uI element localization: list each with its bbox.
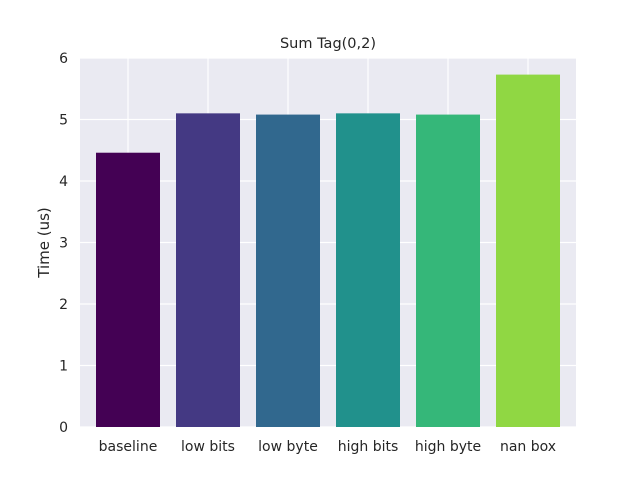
y-tick-label: 5 xyxy=(59,113,68,129)
x-tick-label: nan box xyxy=(500,439,556,455)
y-tick-label: 2 xyxy=(59,297,68,313)
y-tick-label: 3 xyxy=(59,236,68,252)
x-axis-ticks: baseline low bits low byte high bits high by… xyxy=(99,439,556,455)
bar-low-byte xyxy=(256,114,320,427)
bar-high-byte xyxy=(416,114,480,427)
bar-high-bits xyxy=(336,113,400,427)
y-tick-label: 0 xyxy=(59,420,68,436)
x-tick-label: high bits xyxy=(338,439,399,455)
bar-low-bits xyxy=(176,113,240,427)
y-tick-label: 4 xyxy=(59,174,68,190)
y-tick-label: 1 xyxy=(59,359,68,375)
bar-nan-box xyxy=(496,74,560,427)
x-tick-label: low byte xyxy=(258,439,318,455)
y-axis-label: Time (us) xyxy=(35,207,53,279)
x-tick-label: baseline xyxy=(99,439,158,455)
bar-baseline xyxy=(96,152,160,427)
x-tick-label: high byte xyxy=(415,439,481,455)
y-axis-ticks: 0 1 2 3 4 5 6 xyxy=(59,51,68,436)
bars-group xyxy=(96,74,560,427)
y-tick-label: 6 xyxy=(59,51,68,67)
x-tick-label: low bits xyxy=(181,439,235,455)
chart-title: Sum Tag(0,2) xyxy=(280,36,376,52)
